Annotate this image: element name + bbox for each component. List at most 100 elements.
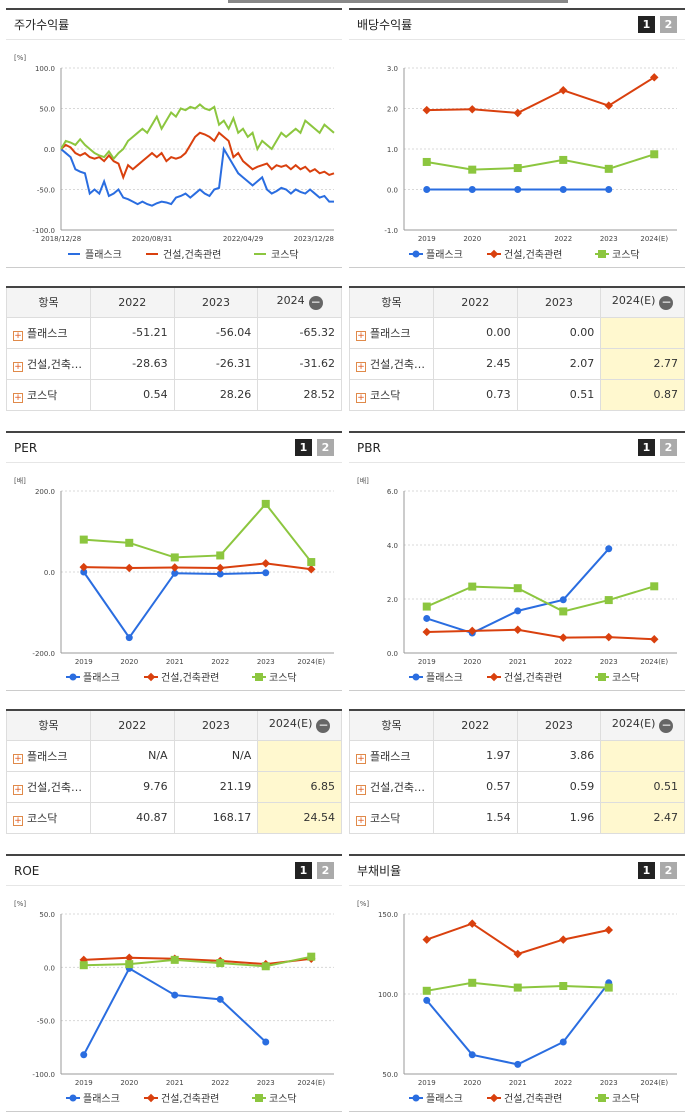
tab-1[interactable]: 1 — [295, 862, 312, 879]
expand-plus-icon[interactable]: + — [13, 815, 23, 826]
data-point — [125, 960, 134, 969]
row-name: 플래스크 — [27, 326, 68, 340]
expand-plus-icon[interactable]: + — [356, 784, 366, 795]
row-name: 건설,건축… — [370, 780, 425, 794]
expand-plus-icon[interactable]: + — [356, 392, 366, 403]
tab-1[interactable]: 1 — [295, 439, 312, 456]
tab-1[interactable]: 1 — [638, 439, 655, 456]
x-tick-label: 2021 — [166, 658, 184, 666]
tab-2[interactable]: 2 — [660, 862, 677, 879]
expand-plus-icon[interactable]: + — [356, 330, 366, 341]
data-point — [307, 564, 316, 574]
tab-1[interactable]: 1 — [638, 16, 655, 33]
collapse-icon[interactable]: − — [316, 718, 331, 734]
y-tick-label: 0.0 — [387, 187, 398, 195]
row-name-cell[interactable]: + 코스닥 — [349, 378, 434, 411]
column-header-label: 2023 — [201, 295, 230, 309]
tab-1[interactable]: 1 — [638, 862, 655, 879]
data-point — [468, 165, 477, 174]
pbr-table: 항목 2022 2023 2024(E) − + 플래스크 1.97 3.86 + 건설,건축… 0.… — [349, 709, 685, 834]
expand-plus-icon[interactable]: + — [356, 815, 366, 826]
row-name: 코스닥 — [27, 811, 58, 825]
series-line-construction — [426, 922, 609, 956]
expand-plus-icon[interactable]: + — [356, 361, 366, 372]
row-name-cell[interactable]: + 플래스크 — [6, 739, 91, 772]
table-row: + 코스닥 0.73 0.51 0.87 — [349, 378, 685, 411]
y-tick-label: 0.0 — [44, 146, 55, 154]
expand-plus-icon[interactable]: + — [13, 330, 23, 341]
panel-title: 부채비율 — [357, 864, 402, 878]
column-header: 2023 — [173, 710, 259, 741]
data-point — [422, 935, 431, 944]
unit-label: [%] — [14, 900, 26, 908]
row-name: 플래스크 — [27, 749, 68, 763]
expand-plus-icon[interactable]: + — [356, 753, 366, 764]
value-cell: 0.59 — [516, 770, 602, 803]
collapse-icon[interactable]: − — [659, 718, 674, 734]
row-name-cell[interactable]: + 건설,건축… — [6, 770, 91, 803]
data-point — [468, 582, 477, 591]
data-point — [216, 995, 224, 1003]
column-header-label: 항목 — [381, 296, 402, 310]
data-point — [261, 559, 270, 568]
expand-plus-icon[interactable]: + — [13, 361, 23, 372]
data-point — [604, 596, 613, 605]
data-point — [604, 983, 613, 992]
legend-marker — [489, 1093, 499, 1103]
value-cell: 24.54 — [257, 801, 342, 834]
row-name-cell[interactable]: + 플래스크 — [6, 316, 91, 349]
column-header-label: 2024(E) — [611, 717, 656, 731]
x-tick-label: 2022 — [554, 658, 572, 666]
tab-2[interactable]: 2 — [660, 439, 677, 456]
data-point — [80, 1051, 88, 1059]
value-cell: 40.87 — [89, 801, 175, 834]
row-name-cell[interactable]: + 코스닥 — [6, 378, 91, 411]
tab-2[interactable]: 2 — [660, 16, 677, 33]
table-row: + 코스닥 0.54 28.26 28.52 — [6, 378, 342, 411]
value-cell — [600, 316, 685, 349]
row-name: 코스닥 — [370, 388, 401, 402]
expand-plus-icon[interactable]: + — [13, 753, 23, 764]
row-name-cell[interactable]: + 건설,건축… — [349, 770, 434, 803]
tab-2[interactable]: 2 — [317, 862, 334, 879]
legend-label: 플래스크 — [426, 1093, 463, 1105]
x-tick-label: 2023 — [257, 1079, 275, 1087]
value-cell: 168.17 — [173, 801, 259, 834]
table-row: + 건설,건축… 2.45 2.07 2.77 — [349, 347, 685, 380]
data-point — [261, 499, 270, 508]
collapse-icon[interactable]: − — [308, 295, 323, 311]
expand-plus-icon[interactable]: + — [13, 392, 23, 403]
column-header-label: 2023 — [544, 718, 573, 732]
data-point — [423, 186, 431, 193]
column-header: 2022 — [432, 287, 518, 318]
table-row: + 건설,건축… 9.76 21.19 6.85 — [6, 770, 342, 803]
data-point — [604, 632, 613, 642]
row-name-cell[interactable]: + 플래스크 — [349, 316, 434, 349]
row-name-cell[interactable]: + 코스닥 — [6, 801, 91, 834]
unit-label: [배] — [14, 476, 26, 485]
data-point — [171, 569, 179, 577]
x-tick-label: 2022 — [211, 658, 229, 666]
tab-2[interactable]: 2 — [317, 439, 334, 456]
value-cell: N/A — [173, 739, 259, 772]
legend-label: 건설,건축관련 — [504, 672, 562, 684]
row-name-cell[interactable]: + 플래스크 — [349, 739, 434, 772]
collapse-icon[interactable]: − — [659, 295, 674, 311]
value-cell: 0.00 — [516, 316, 602, 349]
legend-marker — [69, 1094, 77, 1102]
row-name-cell[interactable]: + 코스닥 — [349, 801, 434, 834]
x-tick-label: 2024(E) — [297, 1079, 325, 1087]
column-header: 2024(E) − — [600, 287, 685, 318]
row-name-cell[interactable]: + 건설,건축… — [349, 347, 434, 380]
top-strip — [228, 0, 568, 3]
data-point — [559, 607, 568, 616]
y-tick-label: -100.0 — [32, 1071, 55, 1079]
row-name-cell[interactable]: + 건설,건축… — [6, 347, 91, 380]
data-point — [307, 558, 316, 567]
y-tick-label: 6.0 — [387, 488, 398, 496]
expand-plus-icon[interactable]: + — [13, 784, 23, 795]
legend-label: 코스닥 — [269, 672, 297, 684]
legend-label: 코스닥 — [269, 1093, 297, 1105]
data-point — [125, 634, 133, 642]
column-header-label: 항목 — [381, 719, 402, 733]
